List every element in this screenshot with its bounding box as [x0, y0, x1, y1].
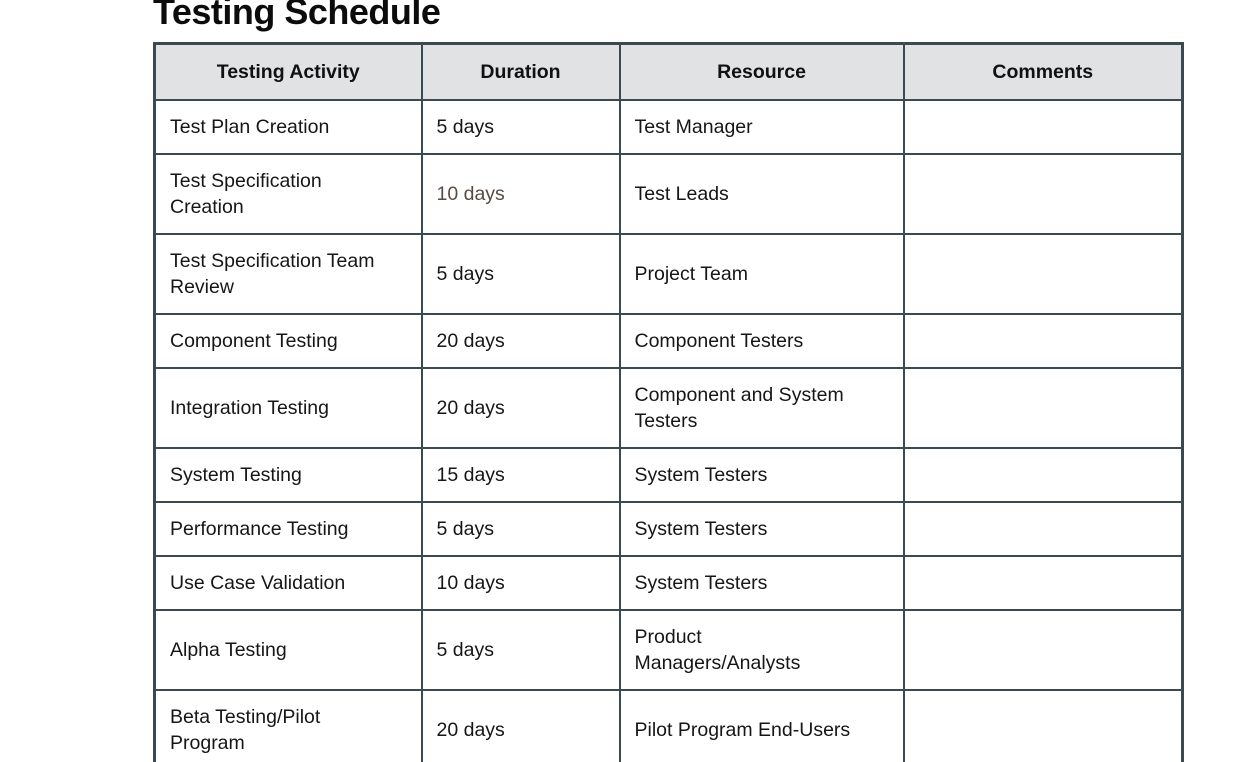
table-row: Test Specification Creation 10 days Test… — [153, 153, 1184, 235]
table-body: Test Plan Creation 5 days Test Manager T… — [153, 99, 1184, 762]
cell-comments — [902, 99, 1184, 155]
page-title: Testing Schedule — [153, 0, 441, 32]
cell-duration: 10 days — [420, 153, 621, 235]
cell-comments — [902, 233, 1184, 315]
cell-resource: Component Testers — [618, 313, 905, 369]
table-header: Testing Activity Duration Resource Comme… — [153, 42, 1184, 101]
header-resource: Resource — [618, 42, 905, 101]
cell-comments — [902, 367, 1184, 449]
cell-resource: Product Managers/Analysts — [618, 609, 905, 691]
cell-activity: Performance Testing — [153, 501, 423, 557]
cell-activity: Test Specification Team Review — [153, 233, 423, 315]
cell-resource: System Testers — [618, 501, 905, 557]
cell-comments — [902, 609, 1184, 691]
table-row: Component Testing 20 days Component Test… — [153, 313, 1184, 369]
cell-duration: 5 days — [420, 233, 621, 315]
header-duration: Duration — [420, 42, 621, 101]
cell-resource: System Testers — [618, 447, 905, 503]
table-row: Test Specification Team Review 5 days Pr… — [153, 233, 1184, 315]
table-row: Use Case Validation 10 days System Teste… — [153, 555, 1184, 611]
cell-duration: 15 days — [420, 447, 621, 503]
cell-activity: Component Testing — [153, 313, 423, 369]
cell-comments — [902, 153, 1184, 235]
cell-duration: 5 days — [420, 501, 621, 557]
cell-resource: Test Manager — [618, 99, 905, 155]
header-comments: Comments — [902, 42, 1184, 101]
cell-resource: Project Team — [618, 233, 905, 315]
cell-comments — [902, 555, 1184, 611]
cell-duration: 20 days — [420, 313, 621, 369]
table-row: Beta Testing/Pilot Program 20 days Pilot… — [153, 689, 1184, 762]
cell-activity: Beta Testing/Pilot Program — [153, 689, 423, 762]
cell-duration: 5 days — [420, 99, 621, 155]
cell-activity: Alpha Testing — [153, 609, 423, 691]
cell-resource: System Testers — [618, 555, 905, 611]
cell-duration: 10 days — [420, 555, 621, 611]
cell-resource: Test Leads — [618, 153, 905, 235]
cell-comments — [902, 689, 1184, 762]
cell-duration: 20 days — [420, 689, 621, 762]
cell-activity: Use Case Validation — [153, 555, 423, 611]
cell-activity: System Testing — [153, 447, 423, 503]
cell-resource: Component and System Testers — [618, 367, 905, 449]
cell-activity: Test Specification Creation — [153, 153, 423, 235]
cell-comments — [902, 313, 1184, 369]
cell-resource: Pilot Program End-Users — [618, 689, 905, 762]
testing-schedule-table: Testing Activity Duration Resource Comme… — [153, 42, 1184, 762]
cell-activity: Integration Testing — [153, 367, 423, 449]
cell-duration: 5 days — [420, 609, 621, 691]
cell-duration: 20 days — [420, 367, 621, 449]
header-row: Testing Activity Duration Resource Comme… — [153, 42, 1184, 101]
header-testing-activity: Testing Activity — [153, 42, 423, 101]
table-row: Alpha Testing 5 days Product Managers/An… — [153, 609, 1184, 691]
table-row: Test Plan Creation 5 days Test Manager — [153, 99, 1184, 155]
cell-comments — [902, 501, 1184, 557]
table-row: System Testing 15 days System Testers — [153, 447, 1184, 503]
table-row: Performance Testing 5 days System Tester… — [153, 501, 1184, 557]
table-row: Integration Testing 20 days Component an… — [153, 367, 1184, 449]
cell-activity: Test Plan Creation — [153, 99, 423, 155]
cell-comments — [902, 447, 1184, 503]
